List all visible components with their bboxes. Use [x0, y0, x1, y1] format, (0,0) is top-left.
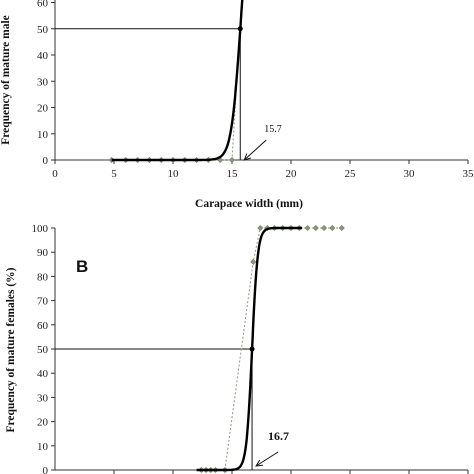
y-tick-label: 100 [32, 223, 49, 235]
x-tick-label: 20 [286, 168, 298, 180]
logistic-fit-curve [196, 226, 303, 472]
panel-a-plot-area: 15.7 [54, 0, 468, 164]
y-tick-label: 50 [37, 344, 49, 356]
data-point [250, 258, 257, 265]
panel-b-label: B [76, 257, 88, 276]
panel-a-x-axis-title: Carapace width (mm) [195, 198, 303, 210]
y-tick-label: 70 [37, 296, 49, 308]
data-point [304, 224, 311, 232]
data-point [312, 224, 319, 232]
panel-b: B Frequency of mature females (%) 0 10 20 3… [5, 223, 469, 474]
data-point [329, 224, 336, 232]
y-tick-label: 30 [37, 392, 49, 404]
panel-b-y-ticks: 0 10 20 30 40 50 60 70 80 90 100 [32, 223, 55, 474]
x-tick-label: 30 [404, 168, 416, 180]
panel-a-y-ticks: 0 10 20 30 40 50 60 [37, 0, 55, 167]
y-tick-label: 20 [37, 103, 49, 115]
y-tick-label: 60 [37, 320, 49, 332]
y-tick-label: 0 [43, 465, 49, 474]
annotation-arrow-line [243, 139, 267, 161]
data-point [338, 224, 345, 232]
y-tick-label: 80 [37, 271, 49, 283]
y-tick-label: 60 [37, 0, 49, 10]
y-tick-label: 10 [37, 441, 49, 453]
x-tick-label: 10 [168, 168, 180, 180]
y-tick-label: 40 [37, 368, 49, 380]
x-tick-label: 15 [227, 168, 239, 180]
observed-series-line [111, 0, 243, 161]
panel-a-x-ticks: 0 5 10 15 20 25 30 35 [52, 160, 474, 180]
y-tick-label: 0 [43, 155, 49, 167]
data-point [321, 224, 328, 232]
y-tick-label: 20 [37, 417, 49, 429]
panel-b-plot-area: 16.7 [54, 224, 469, 474]
y-tick-label: 40 [37, 50, 49, 62]
y-tick-label: 90 [37, 247, 49, 259]
annotation-arrow-head [243, 153, 252, 161]
panel-a-y-axis-title: Frequency of mature male [0, 15, 12, 145]
y-tick-label: 10 [37, 129, 49, 141]
x-tick-label: 5 [111, 168, 117, 180]
annotation-arrow-line [255, 451, 279, 467]
data-point [228, 156, 236, 164]
x-tick-label: 25 [345, 168, 357, 180]
logistic-fit-curve [111, 0, 244, 162]
y-tick-label: 30 [37, 76, 49, 88]
panel-b-y-axis-title: Frequency of mature females (%) [5, 267, 17, 432]
annotation-label: 16.7 [268, 429, 289, 443]
midpoint-marker [249, 346, 255, 352]
data-point [257, 224, 264, 232]
x-tick-label: 0 [52, 168, 58, 180]
annotation-label: 15.7 [264, 124, 282, 135]
y-tick-label: 50 [37, 24, 49, 36]
annotation-arrow-head [255, 459, 264, 467]
x-tick-label: 35 [463, 168, 474, 180]
midpoint-marker [237, 26, 243, 32]
